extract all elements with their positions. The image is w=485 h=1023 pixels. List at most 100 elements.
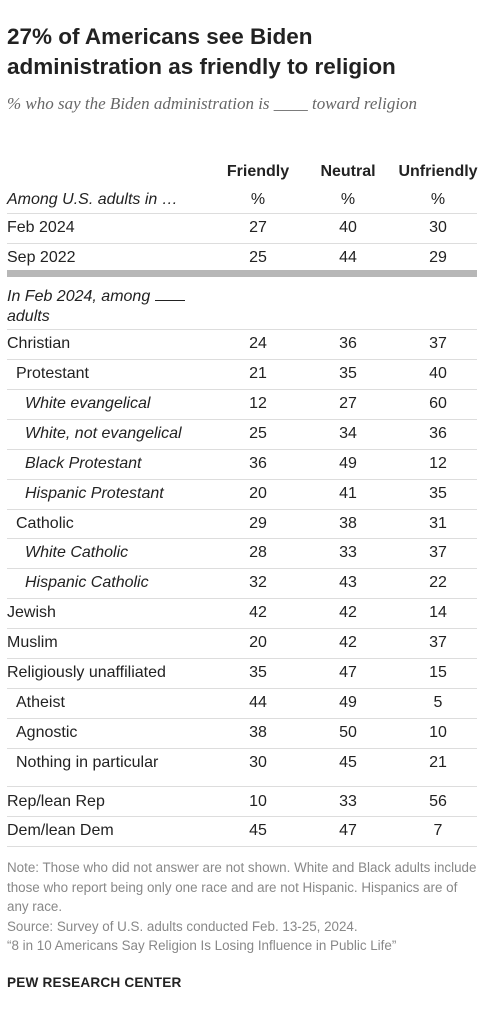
value-unfriendly: 40: [429, 365, 447, 382]
value-unfriendly: 10: [429, 724, 447, 741]
subtitle-after: toward religion: [312, 94, 418, 113]
value-neutral: 43: [339, 574, 357, 591]
value-friendly: 20: [249, 485, 267, 502]
row-label: White Catholic: [25, 544, 129, 561]
row-label: Hispanic Catholic: [25, 574, 149, 591]
value-neutral: 33: [339, 544, 357, 561]
chart-subtitle: % who say the Biden administration is __…: [7, 91, 467, 116]
unit-unfriendly: %: [430, 191, 446, 208]
row-separator: [7, 568, 477, 569]
row-label: Nothing in particular: [16, 754, 159, 771]
value-friendly: 42: [249, 604, 267, 621]
subtitle-blank: ____: [273, 94, 308, 113]
value-unfriendly: 12: [429, 455, 447, 472]
value-unfriendly: 36: [429, 425, 447, 442]
report-title: “8 in 10 Americans Say Religion Is Losin…: [7, 938, 397, 953]
row-separator: [7, 688, 477, 689]
row-separator: [7, 359, 477, 360]
row-label: Christian: [7, 335, 71, 352]
unit-neutral: %: [340, 191, 356, 208]
title-line-2: administration as friendly to religion: [7, 54, 396, 79]
value-friendly: 38: [249, 724, 267, 741]
subtitle-before: % who say the Biden administration is: [7, 94, 270, 113]
value-friendly: 27: [249, 219, 267, 236]
value-unfriendly: 5: [433, 694, 443, 711]
row-separator: [7, 329, 477, 330]
section2-label-end: adults: [7, 308, 50, 325]
row-separator: [7, 243, 477, 244]
value-unfriendly: 37: [429, 544, 447, 561]
row-separator: [7, 538, 477, 539]
value-neutral: 50: [339, 724, 357, 741]
value-neutral: 33: [339, 793, 357, 810]
row-label: Rep/lean Rep: [7, 793, 105, 810]
chart-title: 27% of Americans see Biden administratio…: [7, 22, 477, 82]
column-header-neutral: Neutral: [320, 163, 376, 180]
row-label: Atheist: [16, 694, 65, 711]
value-neutral: 42: [339, 604, 357, 621]
row-label: White evangelical: [25, 395, 151, 412]
row-separator: [7, 509, 477, 510]
value-unfriendly: 35: [429, 485, 447, 502]
value-unfriendly: 15: [429, 664, 447, 681]
section-divider: [7, 270, 477, 277]
row-separator: [7, 718, 477, 719]
row-label: Protestant: [16, 365, 89, 382]
row-label: Sep 2022: [7, 249, 76, 266]
value-friendly: 32: [249, 574, 267, 591]
row-separator: [7, 628, 477, 629]
row-separator: [7, 389, 477, 390]
value-unfriendly: 29: [429, 249, 447, 266]
row-label: Religiously unaffiliated: [7, 664, 166, 681]
value-unfriendly: 21: [429, 754, 447, 771]
value-friendly: 12: [249, 395, 267, 412]
value-friendly: 10: [249, 793, 267, 810]
section2-label: In Feb 2024, among adults: [7, 287, 267, 327]
row-separator: [7, 479, 477, 480]
value-unfriendly: 31: [429, 515, 447, 532]
row-label: Hispanic Protestant: [25, 485, 164, 502]
row-separator: [7, 786, 477, 787]
value-neutral: 44: [339, 249, 357, 266]
value-unfriendly: 56: [429, 793, 447, 810]
row-separator: [7, 748, 477, 749]
footer-brand: PEW RESEARCH CENTER: [7, 975, 182, 990]
value-neutral: 27: [339, 395, 357, 412]
value-unfriendly: 7: [433, 822, 443, 839]
row-label: Black Protestant: [25, 455, 142, 472]
row-separator: [7, 598, 477, 599]
value-neutral: 45: [339, 754, 357, 771]
value-unfriendly: 22: [429, 574, 447, 591]
column-header-friendly: Friendly: [226, 163, 290, 180]
value-friendly: 24: [249, 335, 267, 352]
row-separator: [7, 658, 477, 659]
value-neutral: 40: [339, 219, 357, 236]
value-friendly: 35: [249, 664, 267, 681]
section2-blank: [154, 288, 185, 301]
value-unfriendly: 37: [429, 634, 447, 651]
value-friendly: 28: [249, 544, 267, 561]
value-friendly: 44: [249, 694, 267, 711]
value-friendly: 21: [249, 365, 267, 382]
row-separator: [7, 816, 477, 817]
row-separator: [7, 449, 477, 450]
value-neutral: 47: [339, 664, 357, 681]
value-friendly: 29: [249, 515, 267, 532]
value-neutral: 34: [339, 425, 357, 442]
row-label: Agnostic: [16, 724, 78, 741]
row-separator: [7, 213, 477, 214]
value-neutral: 41: [339, 485, 357, 502]
value-neutral: 49: [339, 455, 357, 472]
value-neutral: 47: [339, 822, 357, 839]
value-friendly: 20: [249, 634, 267, 651]
value-neutral: 35: [339, 365, 357, 382]
value-friendly: 30: [249, 754, 267, 771]
value-friendly: 45: [249, 822, 267, 839]
value-unfriendly: 30: [429, 219, 447, 236]
value-unfriendly: 14: [429, 604, 447, 621]
row-label: Feb 2024: [7, 219, 75, 236]
column-header-unfriendly: Unfriendly: [398, 163, 478, 180]
value-friendly: 25: [249, 249, 267, 266]
source-text: Source: Survey of U.S. adults conducted …: [7, 918, 358, 934]
row-label: Catholic: [16, 515, 74, 532]
